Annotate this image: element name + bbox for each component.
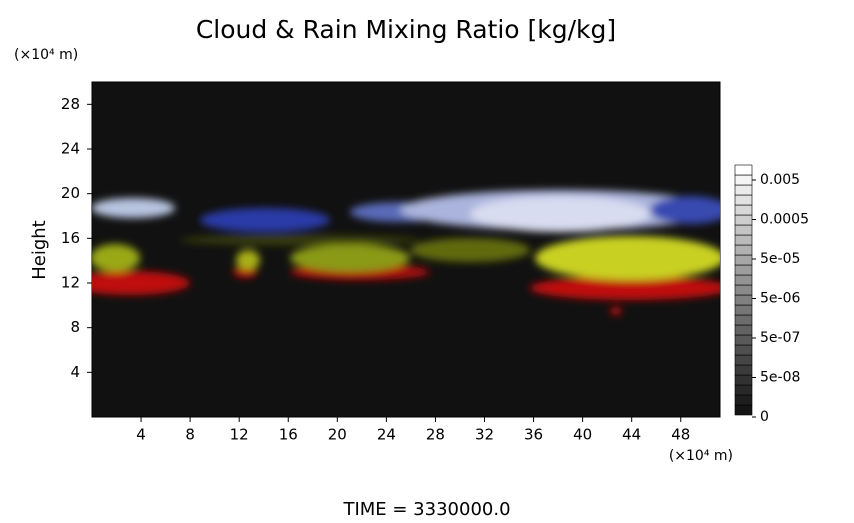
colorbar-cell xyxy=(734,254,753,266)
cloud-render xyxy=(92,190,720,315)
x-tick-label: 40 xyxy=(573,426,592,444)
colorbar-label: 5e-08 xyxy=(760,370,800,386)
colorbar-cell xyxy=(734,204,753,216)
y-tick-label: 16 xyxy=(61,229,80,247)
x-tick-label: 8 xyxy=(185,426,195,444)
colorbar-cell xyxy=(734,344,753,356)
colorbar-cell xyxy=(734,334,753,346)
x-tick-label: 44 xyxy=(622,426,641,444)
colorbar-cell xyxy=(734,184,753,196)
x-tick-label: 16 xyxy=(279,426,298,444)
x-unit: (×10⁴ m) xyxy=(669,448,733,464)
colorbar-cell xyxy=(734,304,753,316)
chart-title: Cloud & Rain Mixing Ratio [kg/kg] xyxy=(196,15,616,44)
colorbar: 0.005 0.0005 5e-05 5e-06 5e-07 5e-08 0 xyxy=(734,164,809,425)
y-unit: (×10⁴ m) xyxy=(14,47,78,63)
colorbar-cell xyxy=(734,294,753,306)
colorbar-cell xyxy=(734,364,753,376)
y-axis-title: Height xyxy=(29,220,50,280)
colorbar-cell xyxy=(734,314,753,326)
x-tick-label: 36 xyxy=(524,426,543,444)
colorbar-cell xyxy=(734,374,753,386)
colorbar-cell xyxy=(734,264,753,276)
x-tick-label: 48 xyxy=(671,426,690,444)
colorbar-cell xyxy=(734,394,753,406)
colorbar-cell xyxy=(734,194,753,206)
colorbar-cell xyxy=(734,404,753,416)
colorbar-cell xyxy=(734,244,753,256)
y-tick-label: 24 xyxy=(61,140,80,158)
colorbar-label: 5e-06 xyxy=(760,291,800,307)
x-tick-label: 4 xyxy=(136,426,146,444)
x-tick-label: 32 xyxy=(475,426,494,444)
colorbar-cell xyxy=(734,274,753,286)
colorbar-cell xyxy=(734,324,753,336)
colorbar-cell xyxy=(734,174,753,186)
y-tick-label: 20 xyxy=(61,184,80,202)
x-tick-label: 20 xyxy=(328,426,347,444)
x-tick-label: 24 xyxy=(377,426,396,444)
x-tick-label: 12 xyxy=(230,426,249,444)
y-tick-label: 12 xyxy=(61,274,80,292)
y-tick-label: 4 xyxy=(70,363,80,381)
colorbar-cell xyxy=(734,284,753,296)
colorbar-label: 5e-05 xyxy=(760,251,800,267)
colorbar-cell xyxy=(734,234,753,246)
colorbar-cell xyxy=(734,224,753,236)
colorbar-cell xyxy=(734,354,753,366)
colorbar-label: 0.005 xyxy=(760,172,800,188)
footer: TIME = 3330000.0 xyxy=(342,499,510,519)
colorbar-label: 0.0005 xyxy=(760,212,809,228)
colorbar-cell xyxy=(734,384,753,396)
colorbar-cell xyxy=(734,164,753,176)
colorbar-label: 5e-07 xyxy=(760,330,800,346)
x-tick-label: 28 xyxy=(426,426,445,444)
y-tick-label: 8 xyxy=(70,318,80,336)
y-tick-label: 28 xyxy=(61,95,80,113)
colorbar-label: 0 xyxy=(760,409,769,425)
colorbar-cell xyxy=(734,214,753,226)
